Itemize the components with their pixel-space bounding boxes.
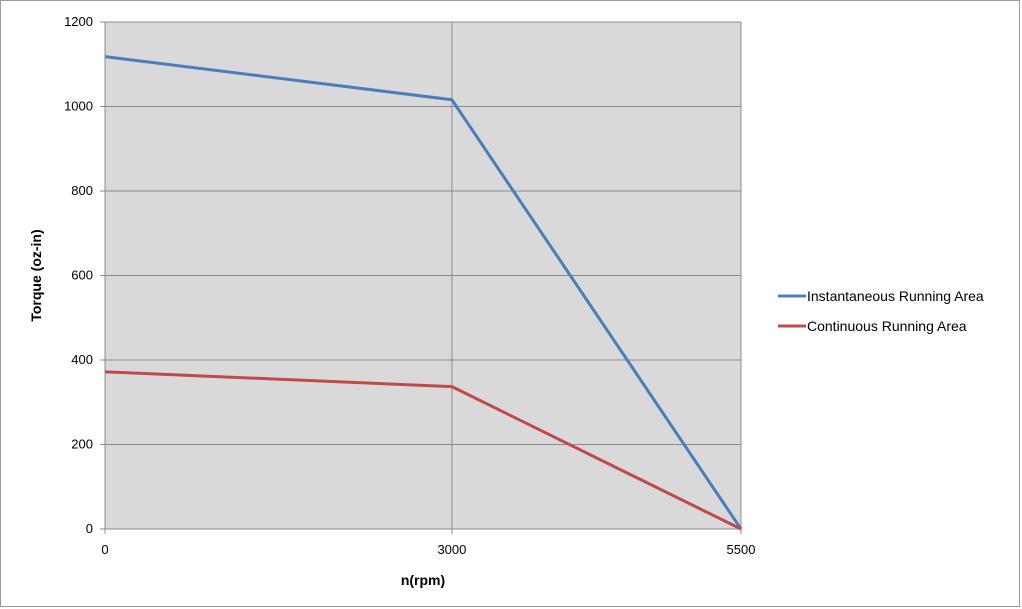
y-axis-title: Torque (oz-in)	[28, 229, 44, 321]
y-tick-label-4: 800	[71, 183, 93, 198]
legend: Instantaneous Running Area Continuous Run…	[778, 288, 984, 334]
y-tick-label-5: 1000	[64, 99, 93, 114]
y-tick-label-0: 0	[86, 521, 93, 536]
gridlines	[105, 21, 742, 529]
x-axis-title: n(rpm)	[401, 572, 445, 588]
y-tick-label-2: 400	[71, 352, 93, 367]
x-tick-label-0: 0	[101, 542, 108, 557]
y-tick-label-6: 1200	[64, 14, 93, 29]
x-tick-label-1: 3000	[437, 542, 466, 557]
series-lines	[104, 55, 743, 531]
y-tick-label-1: 200	[71, 437, 93, 452]
y-tick-label-3: 600	[71, 268, 93, 283]
legend-label-0: Instantaneous Running Area	[807, 288, 984, 304]
axes: 0 200 400 600 800 1000 1200 0 3000 5500	[64, 14, 755, 557]
x-tick-label-2: 5500	[727, 542, 756, 557]
legend-label-1: Continuous Running Area	[807, 318, 967, 334]
